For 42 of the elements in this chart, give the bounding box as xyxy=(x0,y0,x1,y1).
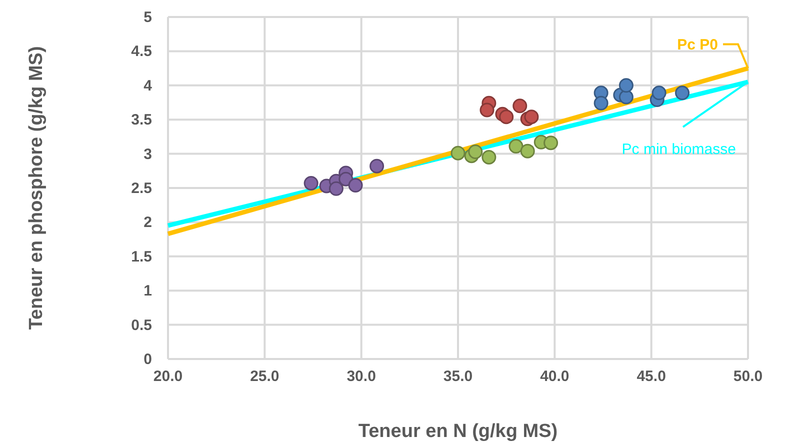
point xyxy=(468,144,483,159)
y-tick-label: 3.5 xyxy=(131,112,152,129)
y-tick-label: 4 xyxy=(144,77,153,94)
y-tick-label: 0 xyxy=(144,351,152,368)
y-tick-label: 3 xyxy=(144,146,152,163)
point xyxy=(652,86,666,100)
point xyxy=(348,178,363,193)
point xyxy=(328,181,344,196)
point xyxy=(480,102,494,118)
x-tick-label: 25.0 xyxy=(250,368,280,385)
annotation: Pc min biomasse xyxy=(622,140,736,158)
y-tick-label: 2.5 xyxy=(131,180,152,197)
x-tick-label: 40.0 xyxy=(540,368,570,385)
x-tick-label: 35.0 xyxy=(443,368,473,385)
point xyxy=(594,96,608,110)
y-tick-label: 1 xyxy=(144,282,152,300)
point xyxy=(450,146,466,160)
point xyxy=(618,90,634,104)
y-axis-title: Teneur en phosphore (g/kg MS) xyxy=(26,46,47,330)
point xyxy=(508,139,524,154)
x-tick-label: 50.0 xyxy=(733,368,763,385)
x-axis-title: Teneur en N (g/kg MS) xyxy=(358,421,558,442)
point xyxy=(520,144,535,158)
point xyxy=(482,150,496,164)
point xyxy=(618,78,634,93)
y-tick-label: 0.5 xyxy=(131,316,152,334)
y-tick-label: 4.5 xyxy=(131,43,152,60)
point xyxy=(512,98,528,114)
annotation: Pc P0 xyxy=(677,36,718,54)
x-tick-label: 45.0 xyxy=(636,368,666,385)
y-tick-label: 5 xyxy=(144,9,152,26)
y-tick-label: 1.5 xyxy=(131,248,152,266)
point xyxy=(338,172,354,186)
x-tick-label: 20.0 xyxy=(153,368,183,385)
point xyxy=(544,136,558,150)
point xyxy=(675,86,690,100)
point xyxy=(524,110,539,124)
point xyxy=(499,110,514,124)
y-tick-label: 2 xyxy=(144,214,152,232)
point xyxy=(370,158,384,174)
point xyxy=(304,176,318,190)
x-tick-label: 30.0 xyxy=(346,368,376,385)
